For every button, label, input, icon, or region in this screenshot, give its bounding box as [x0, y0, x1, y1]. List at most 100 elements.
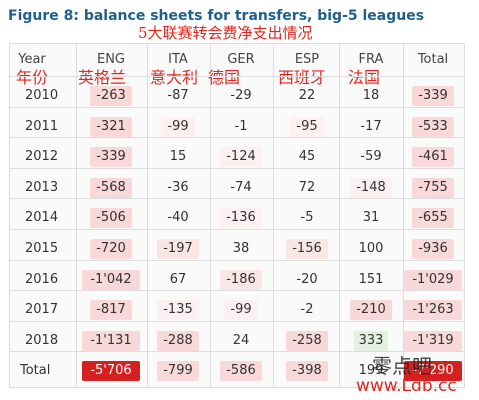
row-label: 2010 [25, 88, 59, 103]
table-cell: -398 [286, 361, 328, 382]
table-cell: -197 [157, 239, 199, 259]
table-cell: -720 [90, 239, 132, 259]
row-label: 2016 [25, 271, 59, 287]
table-cell: 72 [298, 179, 316, 195]
grid-line-horizontal [10, 229, 464, 230]
table-cell: -1 [234, 118, 248, 134]
chinese-label-eng: 英格兰 [78, 68, 127, 87]
table-cell: -533 [412, 116, 454, 137]
chinese-label-ita: 意大利 [150, 68, 199, 87]
table-cell: -17 [360, 118, 382, 134]
column-header-eng: ENG [96, 52, 125, 67]
watermark-chinese: 零点吧 [372, 354, 432, 378]
table-cell: -186 [220, 269, 262, 290]
table-cell: 199 [358, 363, 384, 379]
row-label: Total [20, 363, 51, 379]
table-cell: -5'706 [82, 361, 140, 382]
grid-line-horizontal [10, 290, 464, 292]
table-cell: -339 [412, 86, 454, 106]
grid-line-vertical [339, 44, 340, 387]
grid-line-vertical [273, 44, 274, 387]
row-label: 2014 [25, 210, 59, 226]
table-cell: -20 [296, 271, 318, 287]
chinese-label-fra: 法国 [348, 68, 381, 87]
table-cell: -1'131 [82, 330, 140, 351]
table-cell: -95 [290, 116, 324, 137]
table-cell: -124 [220, 147, 262, 168]
table-cell: -148 [350, 177, 392, 198]
table-cell: 22 [298, 88, 316, 103]
table-cell: -87 [167, 88, 189, 103]
table-cell: 45 [298, 149, 316, 165]
table-cell: -59 [360, 149, 382, 165]
row-label: 2018 [25, 332, 59, 348]
row-label: 2017 [25, 302, 59, 318]
balance-sheet-table: Year ENG ITA GER ESP FRA Total 年份 英格兰 意大利 德国 西班牙 法国 2… [9, 43, 465, 388]
table-cell: -568 [90, 177, 132, 198]
table-cell: 333 [354, 330, 388, 351]
column-header-ger: GER [227, 52, 255, 67]
watermark-url: www.Ldb.cc [356, 376, 457, 396]
grid-line-horizontal [10, 351, 464, 353]
row-label: 2011 [25, 118, 59, 134]
grid-line-vertical [76, 44, 77, 387]
table-cell: -1'042 [82, 269, 140, 290]
table-cell: 38 [232, 241, 250, 256]
table-cell: -99 [224, 300, 258, 321]
table-cell: -156 [286, 239, 328, 259]
chinese-label-esp: 西班牙 [278, 68, 327, 87]
grid-line-horizontal [10, 259, 464, 261]
table-cell: 67 [169, 271, 187, 287]
table-cell: -7'290 [404, 361, 462, 382]
grid-line-vertical [403, 44, 404, 387]
table-cell: -135 [157, 300, 199, 321]
table-cell: -1'029 [404, 269, 462, 290]
table-cell: 151 [358, 271, 384, 287]
column-header-fra: FRA [358, 52, 384, 67]
table-cell: -136 [220, 208, 262, 229]
table-cell: -40 [167, 210, 189, 226]
table-cell: -210 [350, 300, 392, 321]
table-cell: -288 [157, 330, 199, 351]
table-cell: -461 [412, 147, 454, 168]
table-cell: -263 [90, 86, 132, 106]
grid-line-horizontal [10, 137, 464, 139]
grid-line-horizontal [10, 198, 464, 200]
table-cell: -655 [412, 208, 454, 229]
figure-title: Figure 8: balance sheets for transfers, … [8, 8, 425, 24]
table-cell: -5 [300, 210, 314, 226]
table-cell: -99 [161, 116, 195, 137]
row-label: 2012 [25, 149, 59, 165]
table-cell: -1'319 [404, 330, 462, 351]
table-cell: -799 [157, 361, 199, 382]
table-cell: -936 [412, 239, 454, 259]
grid-line-horizontal [10, 167, 464, 169]
row-label: 2015 [25, 241, 59, 256]
table-cell: -1'263 [404, 300, 462, 321]
chinese-label-ger: 德国 [208, 68, 241, 87]
table-cell: -506 [90, 208, 132, 229]
table-cell: -755 [412, 177, 454, 198]
table-cell: -29 [230, 88, 252, 103]
grid-line-horizontal [10, 76, 464, 77]
table-cell: 18 [362, 88, 380, 103]
column-header-esp: ESP [294, 52, 320, 67]
grid-line-horizontal [10, 320, 464, 322]
table-cell: 24 [232, 332, 250, 348]
column-header-total: Total [417, 52, 449, 67]
table-cell: -586 [220, 361, 262, 382]
table-cell: -36 [167, 179, 189, 195]
table-cell: 15 [169, 149, 187, 165]
table-cell: -817 [90, 300, 132, 321]
table-cell: -2 [300, 302, 314, 318]
grid-line-vertical [210, 44, 211, 387]
column-header-ita: ITA [168, 52, 188, 67]
grid-line-vertical [147, 44, 148, 387]
grid-line-horizontal [10, 106, 464, 108]
chinese-subtitle: 5大联赛转会费净支出情况 [138, 24, 313, 42]
row-label: 2013 [25, 179, 59, 195]
table-cell: -74 [230, 179, 252, 195]
column-header-year: Year [18, 52, 46, 67]
table-cell: -339 [90, 147, 132, 168]
chinese-label-year: 年份 [16, 68, 49, 87]
